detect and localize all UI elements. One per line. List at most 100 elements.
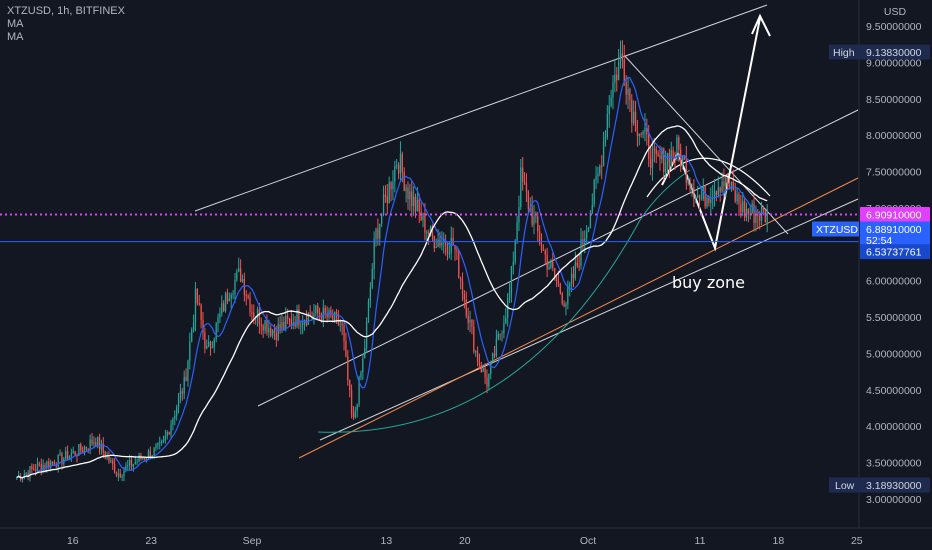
- candle-body: [510, 266, 513, 294]
- candle-body: [458, 251, 460, 279]
- y-tick-label: 8.50000000: [866, 94, 922, 106]
- candle-body: [612, 82, 614, 98]
- candle-body: [206, 345, 208, 349]
- time-axis[interactable]: 16 23 Sep 13 20 Oct 11 18 25: [67, 535, 863, 547]
- candle-body: [747, 208, 750, 214]
- candle-body: [249, 297, 251, 313]
- candle-body: [471, 319, 473, 327]
- candle-body: [157, 442, 159, 446]
- candle-body: [93, 442, 95, 444]
- lower-channel-line: [319, 198, 859, 441]
- candle-body: [625, 82, 627, 95]
- candle-body: [642, 131, 644, 135]
- candle-body: [552, 261, 554, 269]
- candle-body: [614, 74, 616, 83]
- candle-body: [655, 148, 657, 154]
- candle-body: [40, 464, 42, 471]
- candle-body: [696, 195, 699, 198]
- candle-body: [674, 156, 676, 158]
- candle-body: [550, 261, 552, 268]
- candle-body: [268, 328, 270, 333]
- candle-body: [358, 377, 360, 405]
- candle-body: [221, 303, 223, 314]
- candle-body: [570, 273, 573, 284]
- ma-legend-2[interactable]: MA: [7, 31, 24, 43]
- y-tick-label: 4.00000000: [866, 421, 922, 433]
- candle-body: [480, 365, 482, 373]
- candle-body: [132, 464, 135, 467]
- candle-body: [616, 74, 618, 81]
- drawing-layer[interactable]: [194, 4, 859, 459]
- candle-body: [702, 185, 704, 199]
- candle-body: [258, 309, 261, 325]
- candle-body: [377, 228, 379, 239]
- candle-body: [134, 462, 136, 465]
- candle-body: [672, 150, 674, 157]
- candle-body: [685, 159, 687, 183]
- candle-body: [191, 329, 193, 342]
- candle-body: [115, 473, 118, 476]
- candle-body: [557, 281, 560, 284]
- candle-body: [315, 305, 317, 314]
- candle-body: [640, 133, 642, 135]
- candle-body: [710, 199, 712, 203]
- symbol-title[interactable]: XTZUSD, 1h, BITFINEX: [7, 5, 125, 17]
- candle-body: [48, 461, 50, 468]
- ma-legend-1[interactable]: MA: [7, 18, 24, 30]
- candle-body: [698, 195, 701, 199]
- candle-body: [29, 466, 31, 477]
- candle-body: [350, 390, 353, 413]
- candle-body: [356, 404, 358, 411]
- candle-body: [687, 180, 689, 183]
- candle-body: [380, 214, 383, 224]
- candle-body: [286, 315, 289, 319]
- candle-body: [757, 213, 759, 216]
- candle-body: [723, 181, 725, 187]
- candle-body: [290, 319, 293, 326]
- candle-body: [661, 148, 663, 160]
- candle-body: [730, 181, 733, 189]
- candle-body: [207, 341, 210, 346]
- candle-body: [437, 239, 439, 247]
- candle-body: [110, 459, 112, 462]
- candle-body: [80, 444, 82, 451]
- candle-body: [608, 105, 610, 114]
- candle-body: [522, 167, 524, 182]
- candle-body: [414, 196, 417, 212]
- y-tick-label: 4.50000000: [866, 385, 922, 397]
- candle-body: [112, 459, 114, 465]
- candle-body: [142, 458, 144, 460]
- candle-body: [127, 465, 129, 467]
- candle-body: [704, 185, 706, 207]
- candle-body: [300, 325, 302, 327]
- candle-body: [454, 245, 456, 250]
- candle-body: [31, 466, 33, 469]
- candle-body: [448, 253, 451, 255]
- candle-body: [537, 216, 539, 232]
- candle-body: [160, 442, 163, 444]
- candle-body: [223, 303, 225, 311]
- candle-body: [555, 277, 558, 282]
- candle-body: [740, 203, 742, 213]
- candle-body: [256, 309, 259, 318]
- candle-body: [589, 212, 592, 228]
- candle-body: [34, 470, 37, 472]
- candle-body: [138, 455, 140, 462]
- candle-body: [87, 448, 89, 450]
- candle-body: [631, 99, 633, 124]
- candle-body: [681, 155, 684, 167]
- candle-body: [533, 216, 535, 225]
- candle-body: [597, 173, 599, 177]
- candle-body: [599, 166, 601, 174]
- candle-body: [531, 207, 533, 225]
- candle-body: [196, 289, 199, 304]
- candle-body: [463, 293, 466, 300]
- candle-body: [546, 254, 548, 270]
- candle-body: [362, 358, 364, 373]
- candle-body: [302, 322, 304, 326]
- candle-body: [695, 197, 697, 199]
- candle-body: [211, 347, 214, 349]
- candle-body: [72, 451, 74, 454]
- candle-body: [563, 303, 565, 307]
